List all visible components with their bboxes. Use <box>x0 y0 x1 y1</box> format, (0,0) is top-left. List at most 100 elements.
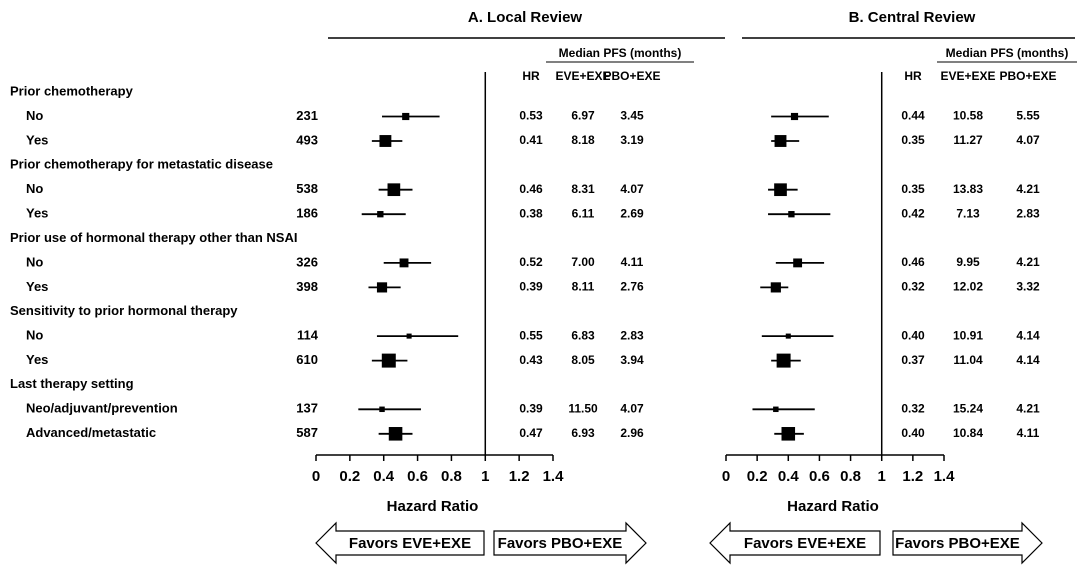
row-label: No <box>26 254 43 269</box>
eve-median: 6.11 <box>572 206 595 220</box>
hr-marker <box>788 211 795 218</box>
pbo-median: 4.14 <box>1016 328 1040 342</box>
row-label: Yes <box>26 206 48 221</box>
x-tick-label: 0.2 <box>339 468 360 485</box>
group-label: Prior chemotherapy <box>10 83 134 98</box>
pbo-median: 4.21 <box>1016 255 1040 269</box>
hr-marker <box>793 258 803 268</box>
arrow-label: Favors EVE+EXE <box>349 535 471 552</box>
column-header: HR <box>904 69 922 83</box>
x-tick-label: 1 <box>878 468 886 485</box>
pbo-median: 4.07 <box>620 401 644 415</box>
eve-median: 7.13 <box>956 206 980 220</box>
x-tick-label: 1.2 <box>509 468 530 485</box>
pbo-median: 3.32 <box>1016 280 1040 294</box>
hr-label: 0.47 <box>519 426 543 440</box>
hr-label: 0.40 <box>901 426 925 440</box>
hr-marker <box>773 406 779 413</box>
hr-marker <box>388 427 403 441</box>
eve-median: 10.58 <box>953 109 983 123</box>
eve-median: 11.04 <box>953 353 983 367</box>
eve-median: 12.02 <box>953 280 983 294</box>
hr-marker <box>376 282 388 293</box>
row-n: 186 <box>296 206 318 221</box>
hr-label: 0.32 <box>901 280 925 294</box>
eve-median: 8.18 <box>571 133 595 147</box>
hr-marker <box>785 333 791 339</box>
pbo-median: 4.14 <box>1016 353 1040 367</box>
hr-label: 0.37 <box>901 353 925 367</box>
eve-median: 11.27 <box>953 133 983 147</box>
hr-marker <box>790 112 799 121</box>
column-header: PBO+EXE <box>603 69 660 83</box>
x-tick-label: 0.6 <box>407 468 428 485</box>
panel-title: A. Local Review <box>468 9 583 26</box>
x-tick-label: 0.2 <box>747 468 768 485</box>
row-label: Neo/adjuvant/prevention <box>26 401 178 416</box>
hr-marker <box>774 135 787 147</box>
row-n: 610 <box>296 352 318 367</box>
hr-marker <box>781 427 796 441</box>
row-n: 493 <box>296 132 318 147</box>
hr-label: 0.43 <box>519 353 543 367</box>
eve-median: 10.91 <box>953 328 983 342</box>
hr-marker <box>399 258 409 268</box>
arrow-left <box>709 521 881 565</box>
row-n: 398 <box>296 279 318 294</box>
pbo-median: 4.11 <box>1017 426 1040 440</box>
group-label: Sensitivity to prior hormonal therapy <box>10 303 238 318</box>
group-label: Prior chemotherapy for metastatic diseas… <box>10 157 273 172</box>
eve-median: 6.97 <box>571 109 595 123</box>
hr-label: 0.41 <box>519 133 543 147</box>
pbo-median: 4.21 <box>1016 401 1040 415</box>
eve-median: 7.00 <box>571 255 595 269</box>
hr-marker <box>377 211 384 218</box>
pbo-median: 3.19 <box>620 133 644 147</box>
row-label: Yes <box>26 279 48 294</box>
hr-marker <box>381 353 396 368</box>
eve-median: 8.05 <box>571 353 595 367</box>
x-axis-label: Hazard Ratio <box>787 498 879 515</box>
hr-label: 0.55 <box>519 328 543 342</box>
row-n: 114 <box>297 328 319 343</box>
x-tick-label: 1 <box>481 468 489 485</box>
hr-label: 0.39 <box>519 280 543 294</box>
x-tick-label: 0.6 <box>809 468 830 485</box>
hr-label: 0.38 <box>519 206 543 220</box>
x-tick-label: 0.4 <box>373 468 395 485</box>
row-label: No <box>26 328 43 343</box>
arrow-left <box>315 521 485 565</box>
hr-marker <box>402 112 410 121</box>
pbo-median: 4.21 <box>1016 182 1040 196</box>
row-n: 538 <box>296 181 318 196</box>
hr-marker <box>379 135 392 147</box>
eve-median: 13.83 <box>953 182 983 196</box>
pbo-median: 4.07 <box>620 182 644 196</box>
arrow-label: Favors PBO+EXE <box>498 535 623 552</box>
eve-median: 8.31 <box>571 182 595 196</box>
pbo-median: 2.83 <box>1016 206 1040 220</box>
hr-label: 0.52 <box>519 255 543 269</box>
x-tick-label: 0.8 <box>441 468 462 485</box>
column-header: HR <box>522 69 540 83</box>
hr-label: 0.53 <box>519 109 543 123</box>
table-header: Median PFS (months) <box>559 46 682 60</box>
table-header: Median PFS (months) <box>946 46 1069 60</box>
row-label: Yes <box>26 132 48 147</box>
pbo-median: 4.11 <box>621 255 644 269</box>
eve-median: 6.93 <box>571 426 595 440</box>
pbo-median: 4.07 <box>1016 133 1040 147</box>
eve-median: 11.50 <box>568 401 598 415</box>
x-tick-label: 0 <box>312 468 320 485</box>
hr-label: 0.35 <box>901 133 925 147</box>
eve-median: 10.84 <box>953 426 983 440</box>
x-tick-label: 0.4 <box>778 468 800 485</box>
x-tick-label: 0 <box>722 468 730 485</box>
group-label: Prior use of hormonal therapy other than… <box>10 230 297 245</box>
hr-marker <box>406 333 412 339</box>
group-label: Last therapy setting <box>10 376 134 391</box>
hr-label: 0.40 <box>901 328 925 342</box>
row-label: No <box>26 108 43 123</box>
hr-marker <box>774 183 787 197</box>
eve-median: 8.11 <box>572 280 595 294</box>
